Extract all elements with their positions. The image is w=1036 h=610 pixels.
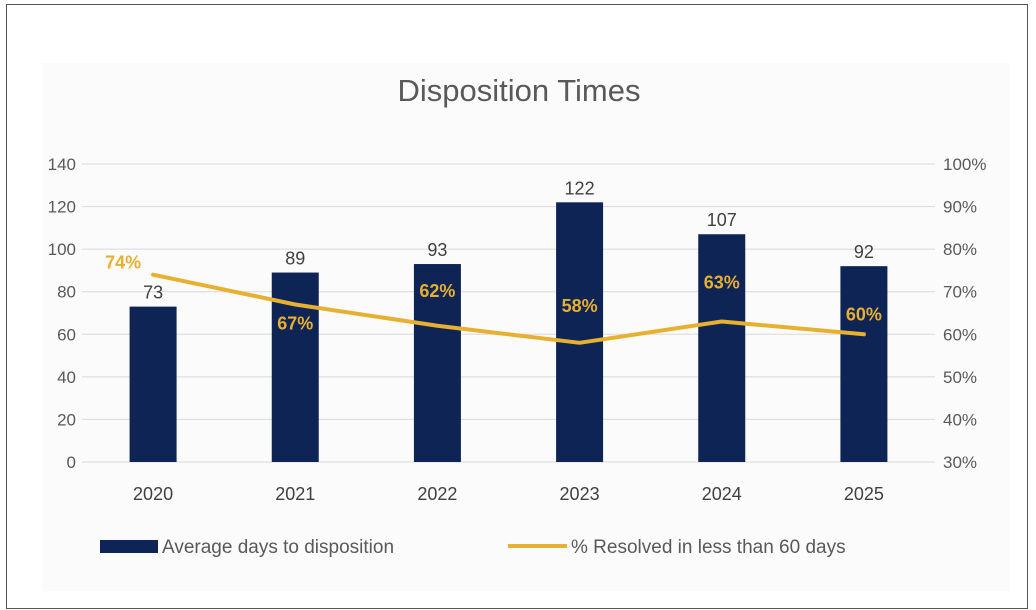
- x-axis-tick-label: 2022: [417, 484, 457, 504]
- bar-data-label: 122: [565, 178, 595, 198]
- chart-title: Disposition Times: [398, 73, 641, 108]
- series-line: [151, 272, 866, 345]
- left-axis-tick-label: 80: [57, 283, 76, 302]
- left-axis-tick-label: 120: [48, 198, 76, 217]
- line-series: 74% 67% 62% 58% 63% 60%: [105, 253, 882, 345]
- line-data-label: 62%: [419, 281, 455, 301]
- right-axis: 30% 40% 50% 60% 70% 80% 90% 100%: [943, 155, 986, 472]
- right-axis-tick-label: 40%: [943, 410, 977, 429]
- bar-data-label: 89: [285, 249, 305, 269]
- bar-data-label: 92: [854, 242, 874, 262]
- x-axis-tick-label: 2023: [560, 484, 600, 504]
- line-data-label: 67%: [277, 313, 313, 333]
- right-axis-tick-label: 90%: [943, 198, 977, 217]
- x-axis-tick-label: 2020: [133, 484, 173, 504]
- bar: [129, 306, 177, 462]
- right-axis-tick-label: 70%: [943, 283, 977, 302]
- legend-line-label: % Resolved in less than 60 days: [571, 537, 846, 558]
- bar-data-label: 73: [143, 283, 163, 303]
- right-axis-tick-label: 100%: [943, 155, 986, 174]
- bar-series: 73 89 93 122 107 92: [129, 178, 888, 463]
- bar: [413, 264, 461, 462]
- x-axis-tick-label: 2025: [844, 484, 884, 504]
- left-axis-tick-label: 40: [57, 368, 76, 387]
- line-data-label: 58%: [562, 296, 598, 316]
- right-axis-tick-label: 50%: [943, 368, 977, 387]
- bar-data-label: 107: [707, 210, 737, 230]
- left-axis-tick-label: 100: [48, 240, 76, 259]
- bar: [556, 202, 604, 463]
- line-data-label: 60%: [846, 304, 882, 324]
- left-axis-tick-label: 20: [57, 410, 76, 429]
- line-data-label: 63%: [704, 273, 740, 293]
- left-axis-tick-label: 60: [57, 325, 76, 344]
- left-axis-tick-label: 0: [67, 453, 76, 472]
- bar: [698, 234, 746, 462]
- right-axis-tick-label: 60%: [943, 325, 977, 344]
- bar-data-label: 93: [427, 240, 447, 260]
- right-axis-tick-label: 80%: [943, 240, 977, 259]
- left-axis-tick-label: 140: [48, 155, 76, 174]
- legend-bar-swatch: [100, 540, 158, 553]
- legend-bar-label: Average days to disposition: [162, 537, 394, 558]
- gridlines: [82, 163, 935, 463]
- bar: [840, 266, 888, 462]
- right-axis-tick-label: 30%: [943, 453, 977, 472]
- x-axis-tick-label: 2024: [702, 484, 742, 504]
- left-axis: 0 20 40 60 80 100 120 140: [48, 155, 76, 472]
- legend: Average days to disposition % Resolved i…: [100, 537, 846, 558]
- x-axis: 2020 2021 2022 2023 2024 2025: [133, 484, 884, 504]
- x-axis-tick-label: 2021: [275, 484, 315, 504]
- line-data-label: 74%: [105, 253, 141, 273]
